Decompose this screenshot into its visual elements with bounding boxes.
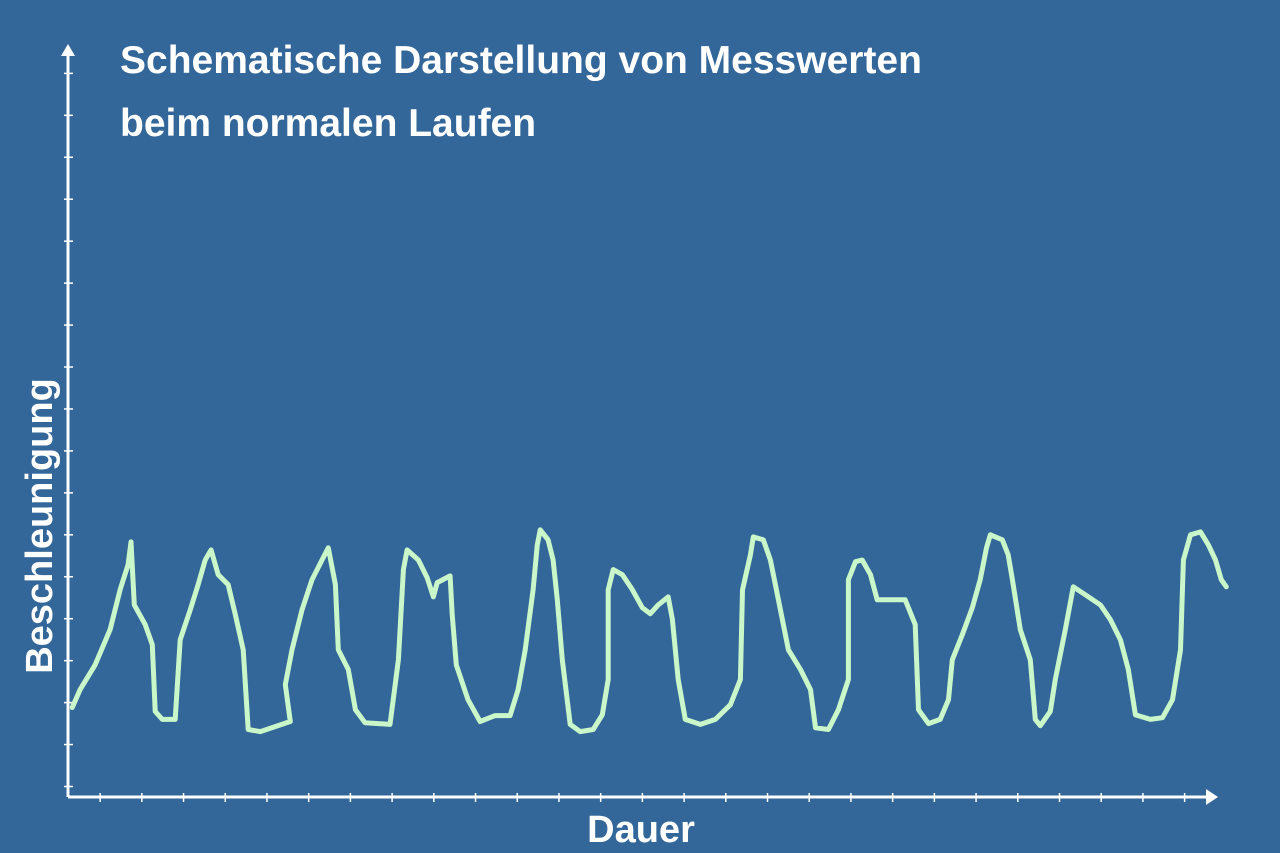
x-axis-label: Dauer (587, 809, 695, 851)
chart-title: beim normalen Laufen (120, 102, 536, 145)
y-axis-arrow (61, 44, 75, 56)
chart-title: Schematische Darstellung von Messwerten (120, 39, 922, 82)
y-axis-label: Beschleunigung (19, 378, 61, 674)
x-axis-arrow (1206, 789, 1218, 805)
data-line (69, 527, 1229, 735)
